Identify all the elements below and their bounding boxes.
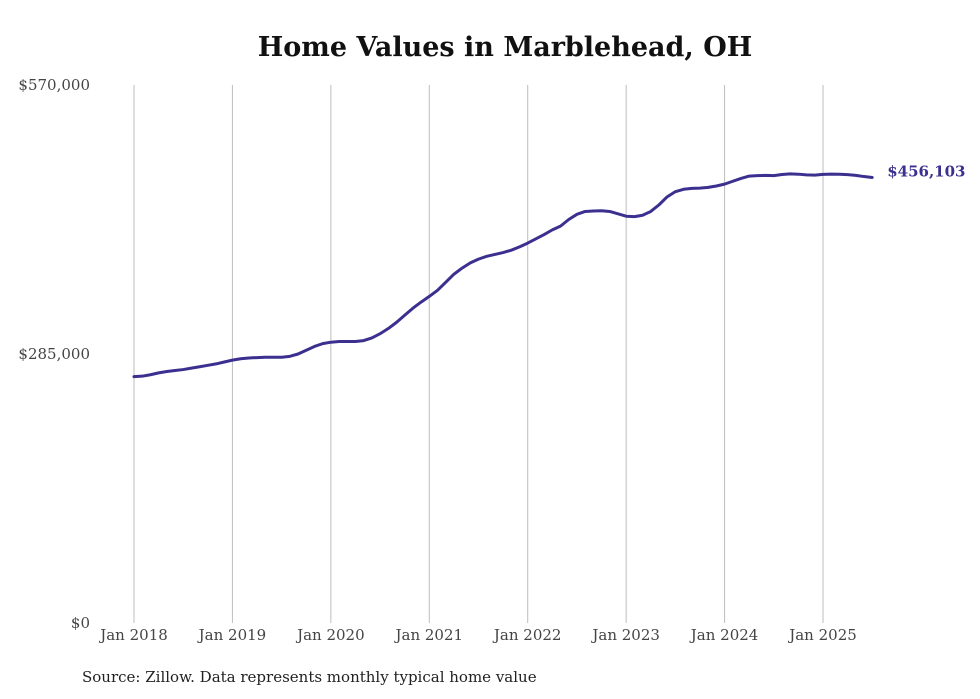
series-layer: [132, 172, 874, 379]
x-tick-label: Jan 2018: [98, 626, 168, 644]
end-label-layer: $456,103: [887, 162, 965, 180]
x-tick-label: Jan 2021: [394, 626, 464, 644]
source-note: Source: Zillow. Data represents monthly …: [82, 668, 537, 686]
y-tick-label: $0: [71, 614, 90, 632]
y-axis-tick-labels: $0 $285,000 $570,000: [18, 76, 90, 632]
end-value-label: $456,103: [887, 162, 965, 180]
x-tick-label: Jan 2025: [787, 626, 857, 644]
gridlines: [133, 85, 824, 623]
x-tick-label: Jan 2020: [295, 626, 365, 644]
x-tick-label: Jan 2019: [197, 626, 267, 644]
x-tick-label: Jan 2024: [689, 626, 759, 644]
y-tick-label: $570,000: [18, 76, 90, 94]
y-tick-label: $285,000: [18, 345, 90, 363]
chart-title: Home Values in Marblehead, OH: [257, 32, 753, 63]
x-tick-label: Jan 2022: [492, 626, 562, 644]
x-tick-label: Jan 2023: [590, 626, 660, 644]
series-line: [132, 172, 874, 379]
x-axis-tick-labels: Jan 2018 Jan 2019 Jan 2020 Jan 2021 Jan 2022…: [98, 626, 857, 644]
